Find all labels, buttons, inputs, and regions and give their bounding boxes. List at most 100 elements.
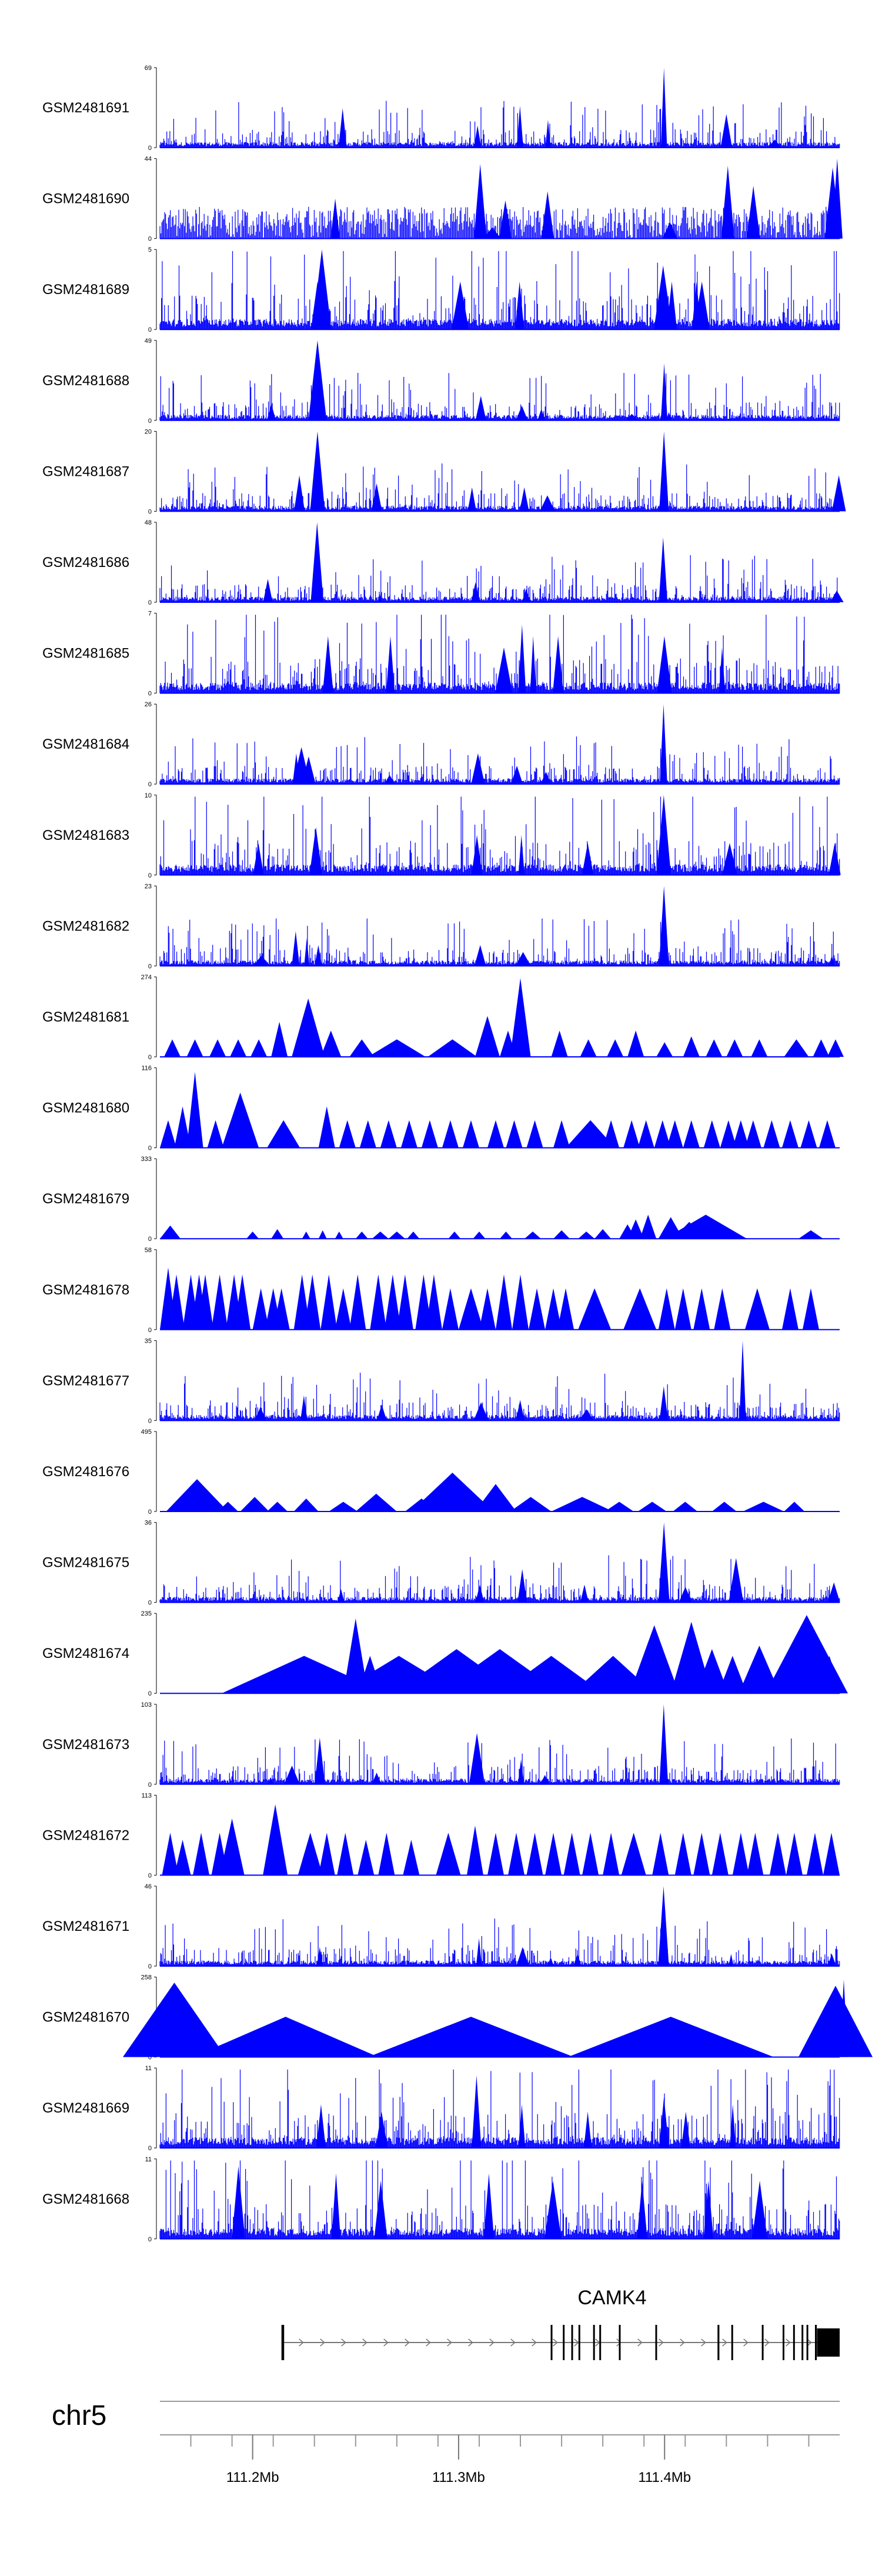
coverage-peak <box>539 495 555 512</box>
coverage-peak <box>582 843 594 875</box>
coverage-peak <box>654 1120 671 1148</box>
coverage-peak <box>304 1274 321 1330</box>
coverage-peak <box>729 1558 744 1603</box>
coverage-peak <box>627 1219 644 1239</box>
y-max-label: 20 <box>145 428 152 435</box>
coverage-peak <box>471 582 480 602</box>
coverage-peak <box>827 1039 844 1057</box>
y-max-label: 46 <box>145 1883 152 1890</box>
y-max-label: 333 <box>141 1156 152 1163</box>
coverage-peak <box>266 404 276 421</box>
coverage-peak <box>660 68 667 148</box>
coverage-peak <box>343 1618 368 1694</box>
coverage-peak <box>519 487 529 512</box>
coverage-peak <box>400 1120 417 1148</box>
coverage-peak <box>358 1840 375 1876</box>
coverage-peak <box>197 1274 214 1330</box>
coverage-peak <box>209 1039 226 1057</box>
coverage-peak <box>517 1759 524 1784</box>
coverage-peak <box>193 2017 379 2057</box>
track-label: GSM2481669 <box>42 2100 129 2116</box>
coverage-peak <box>174 1106 191 1148</box>
coverage-peak <box>335 1231 343 1239</box>
track-GSM2481675: GSM2481675 36 0 <box>42 1520 840 1607</box>
coverage-peak <box>442 1288 459 1330</box>
coverage-peak <box>540 772 552 785</box>
y-max-label: 103 <box>141 1701 152 1709</box>
y-max-label: 11 <box>145 2065 152 2072</box>
coverage-peak <box>656 1042 673 1057</box>
track-GSM2481673: GSM2481673 103 0 <box>42 1701 840 1788</box>
coverage-peak <box>500 1656 603 1694</box>
gene-exon <box>814 2325 817 2360</box>
track-GSM2481681: GSM2481681 274 0 <box>42 974 844 1061</box>
coverage-peak <box>479 1288 496 1330</box>
y-max-label: 5 <box>148 246 152 253</box>
coverage-peak <box>370 1274 387 1330</box>
coverage-peak <box>720 1120 737 1148</box>
coverage-peak <box>683 1120 700 1148</box>
coverage-peak <box>472 835 483 875</box>
coverage-peak <box>751 1039 768 1057</box>
coverage-peak <box>318 1106 335 1148</box>
coverage-peak <box>338 108 347 148</box>
coverage-peak <box>763 1120 780 1148</box>
y-min-label: 0 <box>148 781 152 788</box>
coverage-peak <box>578 1231 595 1239</box>
track-GSM2481687: GSM2481687 20 0 <box>42 428 846 515</box>
coverage-peak <box>271 1022 288 1057</box>
coverage-peak <box>374 2180 387 2239</box>
y-min-label: 0 <box>148 236 152 243</box>
track-label: GSM2481685 <box>42 646 129 662</box>
coverage-peak <box>604 1501 634 1511</box>
coverage-peak <box>514 281 524 330</box>
gene-exon <box>550 2325 553 2360</box>
coverage-peak <box>475 396 486 421</box>
coverage-peak <box>693 1833 710 1876</box>
coverage-peak <box>160 1120 177 1148</box>
gene-exon <box>593 2325 595 2360</box>
coverage-peak <box>711 1501 737 1511</box>
coverage-peak <box>784 1501 805 1511</box>
coverage-peak <box>308 340 327 421</box>
coverage-peak <box>339 1120 356 1148</box>
coverage-signal <box>159 373 840 421</box>
coverage-peak <box>475 1484 517 1511</box>
coverage-peak <box>318 1833 335 1876</box>
track-GSM2481682: GSM2481682 23 0 <box>42 883 840 970</box>
coverage-peak <box>487 1120 505 1148</box>
coverage-peak <box>316 2104 326 2148</box>
coverage-signal <box>159 1918 840 1966</box>
coverage-peak <box>831 475 846 512</box>
coverage-peak <box>522 589 531 602</box>
track-GSM2481672: GSM2481672 113 0 <box>42 1792 840 1879</box>
track-GSM2481671: GSM2481671 46 0 <box>42 1883 840 1970</box>
coverage-peak <box>580 1039 597 1057</box>
coverage-peak <box>316 1947 323 1966</box>
coverage-peak <box>309 827 323 875</box>
coverage-peak <box>553 636 564 693</box>
coverage-peak <box>359 1120 376 1148</box>
coverage-peak <box>368 2017 574 2057</box>
coverage-peak <box>253 843 264 875</box>
y-max-label: 235 <box>141 1610 152 1617</box>
coverage-peak <box>315 1737 325 1784</box>
y-min-label: 0 <box>148 872 152 879</box>
y-max-label: 274 <box>141 974 152 981</box>
y-min-label: 0 <box>148 418 152 425</box>
coverage-peak <box>551 1030 568 1057</box>
coverage-peak <box>483 2173 495 2239</box>
gene-exon <box>806 2325 808 2360</box>
coverage-peak <box>211 1274 228 1330</box>
coverage-peak <box>739 1340 746 1421</box>
coverage-peak <box>222 1092 259 1148</box>
coverage-peak <box>719 647 726 693</box>
coverage-peak <box>563 1833 580 1876</box>
y-max-label: 69 <box>145 65 152 72</box>
coverage-peak <box>658 1522 670 1603</box>
coverage-peak <box>768 139 782 148</box>
y-min-label: 0 <box>148 1872 152 1879</box>
coverage-peak <box>122 1983 226 2057</box>
coverage-peak <box>472 2075 482 2148</box>
coverage-peak <box>603 1120 620 1148</box>
